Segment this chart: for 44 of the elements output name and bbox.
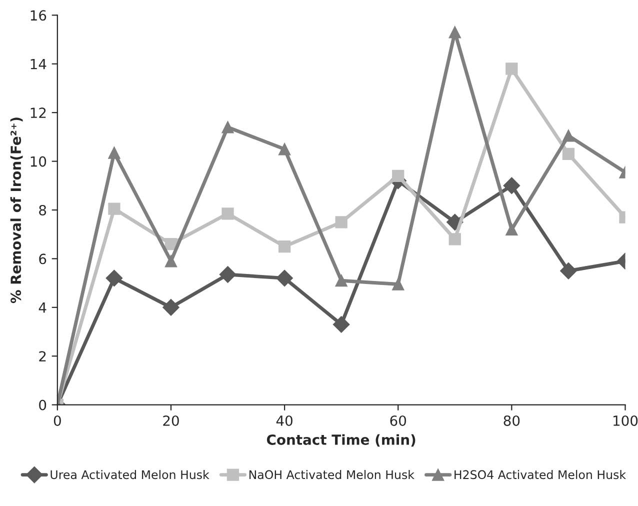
point [560,262,577,280]
point [332,316,350,333]
y-tick-label: 12 [30,108,46,118]
point [222,121,234,134]
point [392,278,404,290]
point [278,143,291,156]
y-tick-label: 0 [39,400,46,410]
point [276,270,293,287]
point [506,223,518,236]
y-tick-label: 10 [30,156,46,167]
x-tick-label: 60 [390,415,406,426]
y-tick-label: 2 [39,351,46,362]
x-tick-label: 80 [504,415,520,426]
legend-label: H2SO4 Activated Melon Husk [454,470,626,480]
x-tick-label: 20 [163,415,179,426]
point [562,130,575,142]
point [503,177,520,194]
point [278,240,291,253]
point [335,274,348,287]
y-tick-label: 8 [39,204,46,216]
y-tick-label: 16 [30,10,46,21]
point [108,146,120,159]
point [162,299,180,316]
x-tick-label: 0 [54,415,61,426]
point [106,270,123,287]
point [506,62,518,75]
point [219,266,236,283]
x-axis-title: Contact Time (min) [266,434,416,447]
legend-label: Urea Activated Melon Husk [50,470,210,480]
y-tick-label: 6 [39,254,46,264]
point [335,216,348,228]
point [164,255,178,268]
y-axis-title: % Removal of Iron(Fe²⁺) [10,118,23,304]
x-tick-label: 100 [614,415,638,426]
y-tick-label: 14 [30,59,46,70]
point [448,26,461,38]
point [392,170,404,182]
point [108,202,120,215]
point [562,148,575,160]
y-tick-label: 4 [38,302,46,313]
point [448,233,461,246]
point [222,208,234,220]
x-tick-label: 40 [276,415,292,426]
legend-label: NaOH Activated Melon Husk [249,470,414,480]
